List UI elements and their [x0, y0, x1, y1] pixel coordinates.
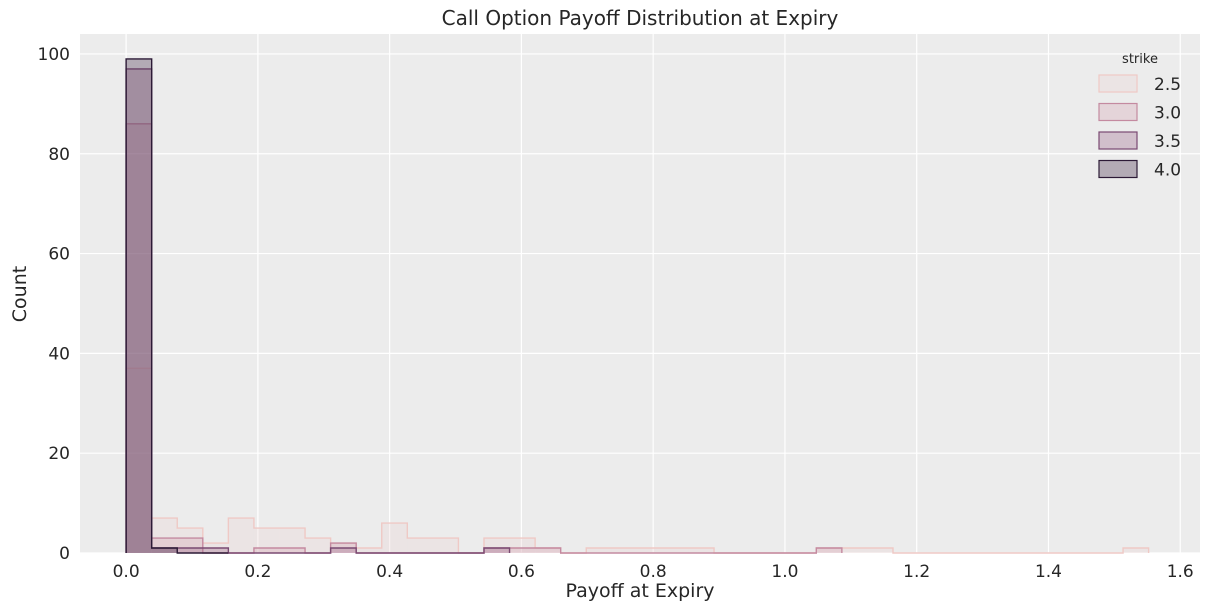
histogram-bar — [126, 123, 152, 554]
histogram-bar — [841, 548, 868, 553]
series-2.5 — [125, 367, 1150, 554]
legend: strike 2.5 3.0 3.5 4.0 — [1098, 52, 1181, 181]
histogram-bar — [126, 368, 152, 553]
histogram-bar — [483, 538, 510, 553]
histogram-bar — [483, 548, 510, 553]
histogram-bar — [177, 548, 203, 553]
histogram-bar — [228, 518, 254, 553]
x-tick-label: 0.0 — [113, 562, 140, 582]
plot-background — [80, 34, 1200, 553]
y-tick-labels: 0 20 40 60 80 100 — [38, 45, 70, 564]
chart-title: Call Option Payoff Distribution at Expir… — [442, 6, 839, 30]
y-tick-label: 60 — [48, 245, 70, 265]
legend-swatch — [1098, 131, 1138, 150]
series-4.0 — [125, 58, 229, 554]
x-tick-label: 0.4 — [376, 562, 403, 582]
histogram-bar — [151, 548, 178, 553]
histogram-bar — [407, 538, 433, 553]
histogram-bar — [151, 538, 178, 553]
y-tick-label: 40 — [48, 344, 70, 364]
histogram-bar — [432, 538, 459, 553]
histogram-bar — [253, 548, 280, 553]
x-tick-label: 0.8 — [640, 562, 667, 582]
histogram-bar — [662, 548, 689, 553]
legend-swatch — [1098, 102, 1138, 122]
histogram-bar — [253, 528, 280, 553]
histogram-bars — [125, 58, 1150, 554]
histogram-bar — [816, 548, 842, 553]
x-tick-label: 1.6 — [1167, 562, 1194, 582]
histogram-bar — [126, 68, 152, 554]
y-tick-label: 100 — [38, 45, 70, 65]
histogram-bar — [151, 518, 178, 553]
histogram-bar — [279, 528, 306, 553]
histogram-bar — [330, 548, 357, 553]
legend-swatch — [1098, 159, 1138, 179]
y-tick-label: 0 — [59, 544, 70, 564]
legend-label: 2.5 — [1154, 75, 1181, 95]
histogram-bar — [151, 548, 178, 553]
histogram-bar — [483, 548, 510, 553]
histogram-bar — [535, 548, 561, 553]
histogram-bar — [202, 548, 229, 553]
x-tick-label: 0.6 — [508, 562, 535, 582]
legend-label: 3.5 — [1154, 132, 1181, 152]
x-tick-label: 1.4 — [1035, 562, 1062, 582]
legend-title: strike — [1122, 52, 1158, 67]
histogram-bar — [816, 548, 842, 553]
legend-swatch — [1098, 74, 1138, 93]
histogram-bar — [611, 548, 638, 553]
histogram-bar — [509, 548, 536, 553]
histogram-bar — [177, 528, 203, 553]
histogram-bar — [177, 538, 203, 553]
y-axis-label: Count — [9, 266, 31, 322]
histogram-bar — [509, 538, 536, 553]
histogram-bar — [1123, 548, 1149, 553]
y-tick-label: 20 — [48, 444, 70, 464]
y-tick-label: 80 — [48, 145, 70, 165]
histogram-bar — [126, 58, 152, 553]
x-tick-labels: 0.0 0.2 0.4 0.6 0.8 1.0 1.2 1.4 1.6 — [113, 562, 1194, 582]
x-tick-label: 1.0 — [771, 562, 798, 582]
histogram-bar — [279, 548, 306, 553]
histogram-bar — [637, 548, 663, 553]
legend-label: 4.0 — [1154, 161, 1181, 181]
series-3.0 — [125, 123, 843, 554]
x-axis-label: Payoff at Expiry — [565, 580, 714, 602]
histogram-bar — [867, 548, 893, 553]
x-tick-label: 0.2 — [244, 562, 271, 582]
histogram-bar — [586, 548, 612, 553]
histogram-bar — [535, 548, 561, 553]
histogram-bar — [381, 523, 408, 553]
legend-label: 3.0 — [1154, 104, 1181, 124]
series-outline — [125, 58, 229, 554]
x-tick-label: 1.2 — [903, 562, 930, 582]
histogram-bar — [688, 548, 715, 553]
histogram-bar — [305, 538, 331, 553]
histogram-bar — [356, 548, 382, 553]
